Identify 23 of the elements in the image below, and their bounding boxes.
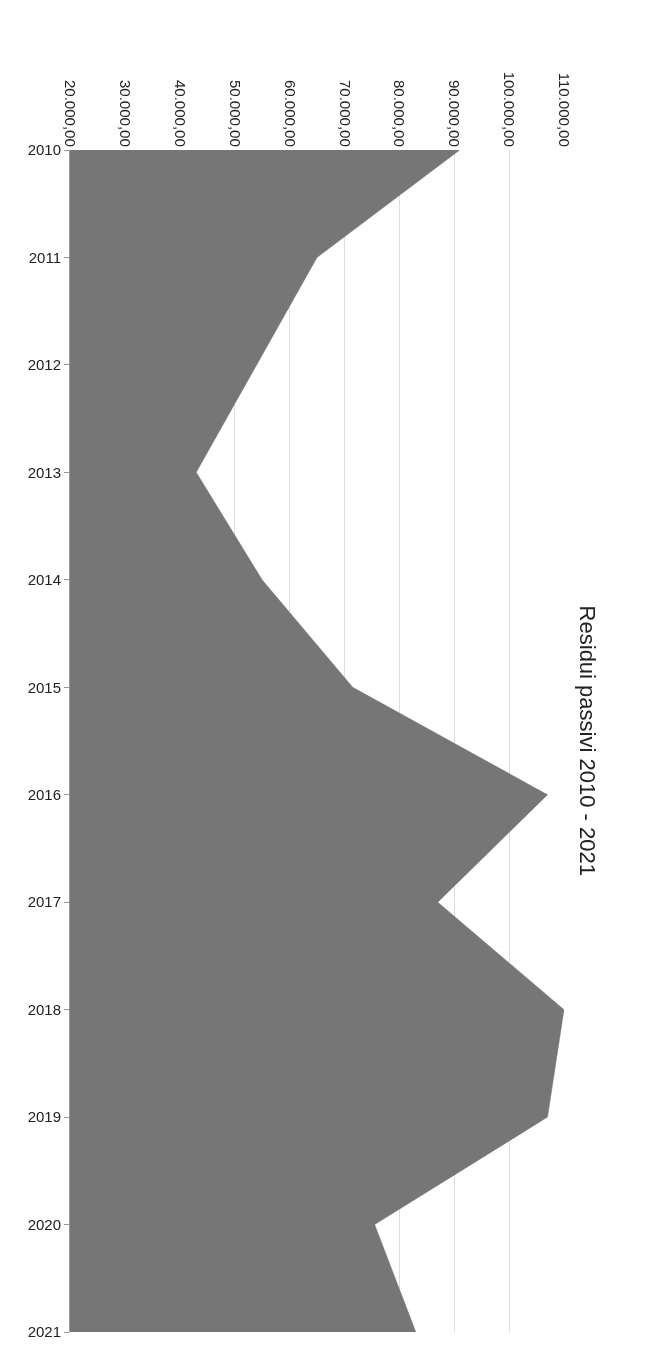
y-tick-label: 2016 xyxy=(27,785,61,803)
y-tick-label: 2014 xyxy=(27,571,61,589)
text: Residui passivi 2010 - 2021 xyxy=(575,605,601,876)
y-tick-label: 2020 xyxy=(27,1215,61,1233)
x-tick-label: 30.000,00 xyxy=(117,80,135,147)
y-tick-label: 2018 xyxy=(27,1000,61,1018)
x-tick-label: 60.000,00 xyxy=(281,80,299,147)
x-tick-label: 90.000,00 xyxy=(446,80,464,147)
x-tick-label: 80.000,00 xyxy=(391,80,409,147)
x-tick-label: 40.000,00 xyxy=(171,80,189,147)
y-tick-label: 2019 xyxy=(27,1108,61,1126)
y-tick-label: 2011 xyxy=(28,248,61,266)
x-tick-label: 20.000,00 xyxy=(62,80,80,147)
y-tick-label: 2015 xyxy=(27,678,61,696)
x-tick-label: 100.000,00 xyxy=(501,71,519,147)
y-tick-label: 2013 xyxy=(27,463,61,481)
y-tick-label: 2012 xyxy=(27,356,61,374)
y-tick-label: 2010 xyxy=(27,141,61,159)
y-tick-label: 2017 xyxy=(27,893,61,911)
x-tick-label: 50.000,00 xyxy=(226,80,244,147)
x-tick-label: 110.000,00 xyxy=(556,72,574,147)
y-tick-label: 2021 xyxy=(27,1323,61,1341)
x-tick-label: 70.000,00 xyxy=(336,80,354,147)
